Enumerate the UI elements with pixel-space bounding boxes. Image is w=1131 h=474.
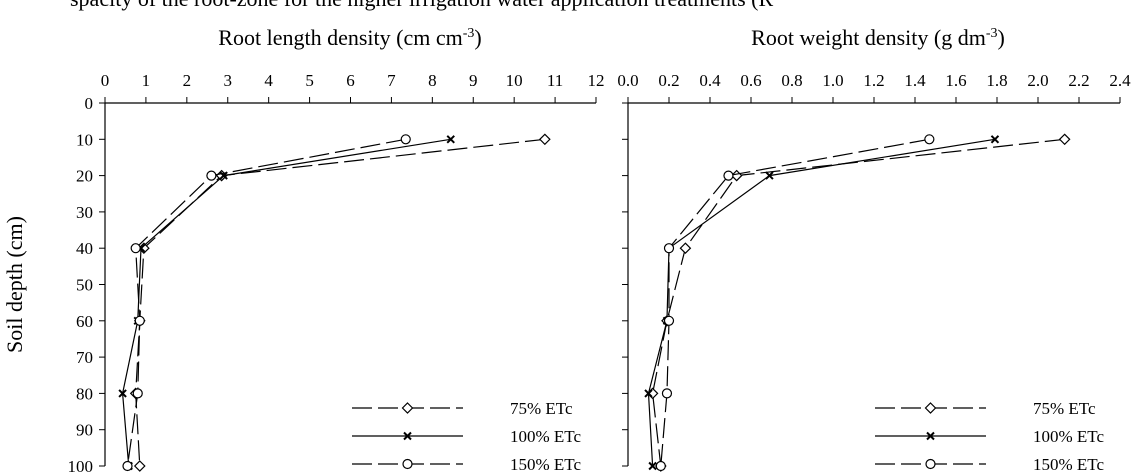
x-tick-label: 5	[305, 71, 314, 90]
series-line	[121, 138, 451, 467]
data-point	[400, 134, 411, 145]
x-tick-label: 4	[264, 71, 273, 90]
legend-marker	[925, 458, 936, 470]
x-tick-label: 12	[588, 71, 605, 90]
x-tick-label: 1.2	[863, 71, 884, 90]
data-point	[133, 460, 146, 472]
x-tick-label: 1.8	[986, 71, 1007, 90]
data-point	[118, 389, 127, 398]
x-tick-label: 8	[428, 71, 437, 90]
data-point	[644, 389, 653, 398]
series-150-etc	[655, 134, 935, 472]
data-point	[924, 134, 935, 145]
series-line	[135, 138, 545, 467]
data-point	[663, 243, 675, 254]
legend-label: 100% ETc	[1033, 427, 1104, 446]
y-tick-label: 70	[76, 348, 93, 367]
data-point	[990, 135, 1000, 144]
x-tick-label: 2.0	[1027, 71, 1048, 90]
y-axis-label: Soil depth (cm)	[2, 216, 27, 353]
x-tick-label: 2	[183, 71, 192, 90]
series-150-etc	[122, 134, 411, 472]
legend-marker	[924, 402, 937, 414]
legend-item: 100% ETc	[352, 427, 581, 446]
y-tick-label: 30	[76, 203, 93, 222]
legend-label: 150% ETc	[510, 455, 581, 474]
caption-fragment: spacity of the root-zone for the higher …	[70, 0, 773, 12]
chart-panel-1: Root length density (cm cm-3)0 1 2 3 4 5 6 7 8 9 1…	[68, 25, 605, 474]
series-line	[647, 138, 996, 467]
data-point	[446, 135, 455, 144]
x-tick-label: 2.2	[1068, 71, 1089, 90]
data-point	[1058, 133, 1071, 146]
series-line	[126, 138, 406, 467]
x-tick-label: 6	[346, 71, 355, 90]
y-tick-label: 90	[76, 421, 93, 440]
x-tick-label: 9	[469, 71, 478, 90]
y-tick-label: 0	[85, 94, 94, 113]
legend-item: 75% ETc	[875, 399, 1096, 418]
series-100-etc	[118, 135, 455, 471]
x-tick-label: 0.4	[699, 71, 721, 90]
legend-marker	[403, 431, 412, 441]
y-tick-label: 10	[76, 130, 93, 149]
y-tick-label: 80	[76, 384, 93, 403]
x-tick-label: 7	[387, 71, 396, 90]
series-75-etc	[646, 133, 1071, 472]
x-tick-label: 2.4	[1109, 71, 1131, 90]
x-tick-label: 3	[224, 71, 233, 90]
data-point	[206, 170, 217, 181]
chart-title: Root weight density (g dm-3)	[751, 25, 1005, 50]
y-tick-label: 60	[76, 312, 93, 331]
legend-item: 75% ETc	[352, 399, 573, 418]
chart-title: Root length density (cm cm-3)	[218, 25, 481, 50]
legend-item: 150% ETc	[875, 455, 1104, 474]
data-point	[655, 460, 666, 472]
x-tick-label: 11	[547, 71, 563, 90]
legend-item: 150% ETc	[352, 455, 581, 474]
legend-label: 75% ETc	[510, 399, 573, 418]
data-point	[122, 460, 133, 472]
x-tick-label: 1.0	[822, 71, 843, 90]
data-point	[648, 461, 657, 471]
data-point	[132, 388, 143, 399]
series-line	[651, 138, 1065, 467]
series-75-etc	[129, 133, 551, 472]
y-tick-label: 100	[68, 457, 94, 474]
series-line	[660, 138, 930, 467]
chart-panel-2: Root weight density (g dm-3) 0.0 0.2 0.4 0.6…	[617, 25, 1131, 474]
x-tick-label: 1.4	[904, 71, 926, 90]
y-tick-label: 50	[76, 276, 93, 295]
x-tick-label: 0.6	[740, 71, 761, 90]
legend-marker	[402, 458, 413, 470]
series-100-etc	[644, 135, 1000, 471]
x-tick-label: 0	[101, 71, 110, 90]
data-point	[679, 242, 692, 255]
data-point	[661, 388, 673, 399]
legend-label: 150% ETc	[1033, 455, 1104, 474]
data-point	[723, 170, 734, 181]
y-tick-label: 40	[76, 239, 93, 258]
legend-marker	[401, 402, 414, 414]
legend-marker	[926, 431, 935, 441]
data-point	[539, 133, 551, 146]
legend-label: 75% ETc	[1033, 399, 1096, 418]
y-tick-label: 20	[76, 167, 93, 186]
data-point	[663, 315, 675, 326]
data-point	[134, 315, 145, 326]
legend-label: 100% ETc	[510, 427, 581, 446]
legend-item: 100% ETc	[875, 427, 1104, 446]
x-tick-label: 10	[506, 71, 523, 90]
x-tick-label: 1	[142, 71, 151, 90]
data-point	[765, 171, 774, 180]
x-tick-label: 0.2	[658, 71, 679, 90]
x-tick-label: 0.8	[781, 71, 802, 90]
x-tick-label: 1.6	[945, 71, 966, 90]
data-point	[130, 243, 141, 254]
x-tick-label: 0.0	[617, 71, 638, 90]
